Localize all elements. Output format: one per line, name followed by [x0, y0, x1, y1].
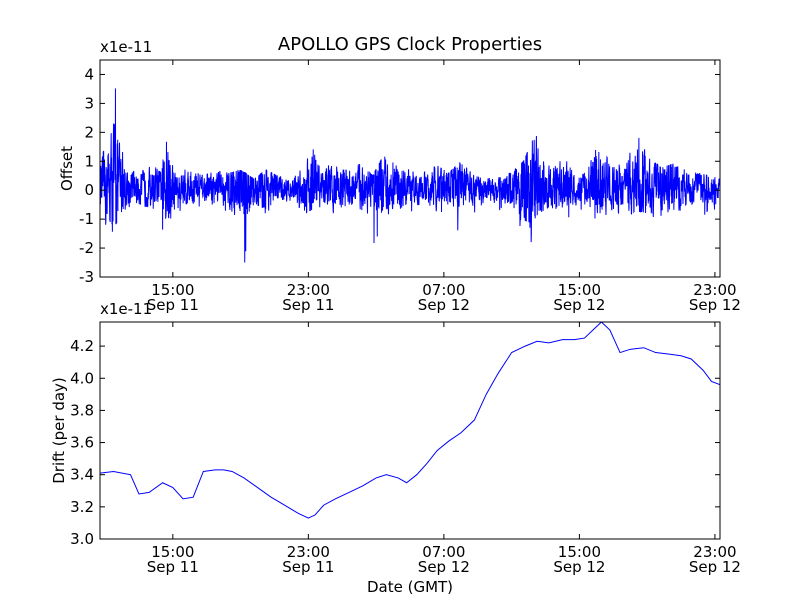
x-tick-date-label: Sep 12	[689, 296, 741, 314]
x-tick-time-label: 07:00	[422, 281, 465, 299]
x-tick-time-label: 15:00	[151, 543, 194, 561]
x-tick-time-label: 23:00	[693, 281, 736, 299]
y-tick-label: 4.0	[70, 369, 94, 387]
y-multiplier-label: x1e-11	[100, 300, 152, 318]
y-tick-label: 3	[84, 94, 94, 112]
y-tick-label: -2	[79, 239, 94, 257]
y-tick-label: 4.2	[70, 337, 94, 355]
x-tick-time-label: 07:00	[422, 543, 465, 561]
x-tick-time-label: 23:00	[287, 281, 330, 299]
x-tick-date-label: Sep 11	[147, 558, 199, 576]
x-tick-date-label: Sep 11	[147, 296, 199, 314]
x-tick-time-label: 23:00	[287, 543, 330, 561]
y-tick-label: -3	[79, 268, 94, 286]
y-tick-label: -1	[79, 210, 94, 228]
x-tick-date-label: Sep 12	[689, 558, 741, 576]
drift-line	[100, 322, 720, 519]
y-tick-label: 3.8	[70, 401, 94, 419]
y-axis-label: Drift (per day)	[50, 377, 68, 484]
offset-panel-frame	[99, 59, 721, 278]
chart-title: APOLLO GPS Clock Properties	[278, 34, 542, 55]
x-tick-date-label: Sep 11	[282, 558, 334, 576]
y-multiplier-label: x1e-11	[100, 38, 152, 56]
y-tick-label: 3.0	[70, 530, 94, 548]
y-tick-label: 3.6	[70, 434, 94, 452]
y-tick-label: 2	[84, 123, 94, 141]
y-tick-label: 0	[84, 181, 94, 199]
x-tick-time-label: 15:00	[558, 543, 601, 561]
offset-line	[100, 88, 720, 263]
x-tick-date-label: Sep 12	[553, 296, 605, 314]
x-axis-label: Date (GMT)	[367, 578, 453, 596]
y-axis-label: Offset	[58, 146, 76, 191]
offset-panel-series	[100, 88, 720, 263]
x-tick-date-label: Sep 11	[282, 296, 334, 314]
x-tick-date-label: Sep 12	[553, 558, 605, 576]
x-tick-time-label: 15:00	[558, 281, 601, 299]
x-tick-time-label: 23:00	[693, 543, 736, 561]
y-tick-label: 3.4	[70, 466, 94, 484]
drift-panel-frame	[99, 321, 721, 540]
y-tick-label: 4	[84, 65, 94, 83]
x-tick-date-label: Sep 12	[418, 558, 470, 576]
drift-panel-series	[100, 322, 720, 519]
y-tick-label: 3.2	[70, 498, 94, 516]
y-tick-label: 1	[84, 152, 94, 170]
x-tick-time-label: 15:00	[151, 281, 194, 299]
x-tick-date-label: Sep 12	[418, 296, 470, 314]
